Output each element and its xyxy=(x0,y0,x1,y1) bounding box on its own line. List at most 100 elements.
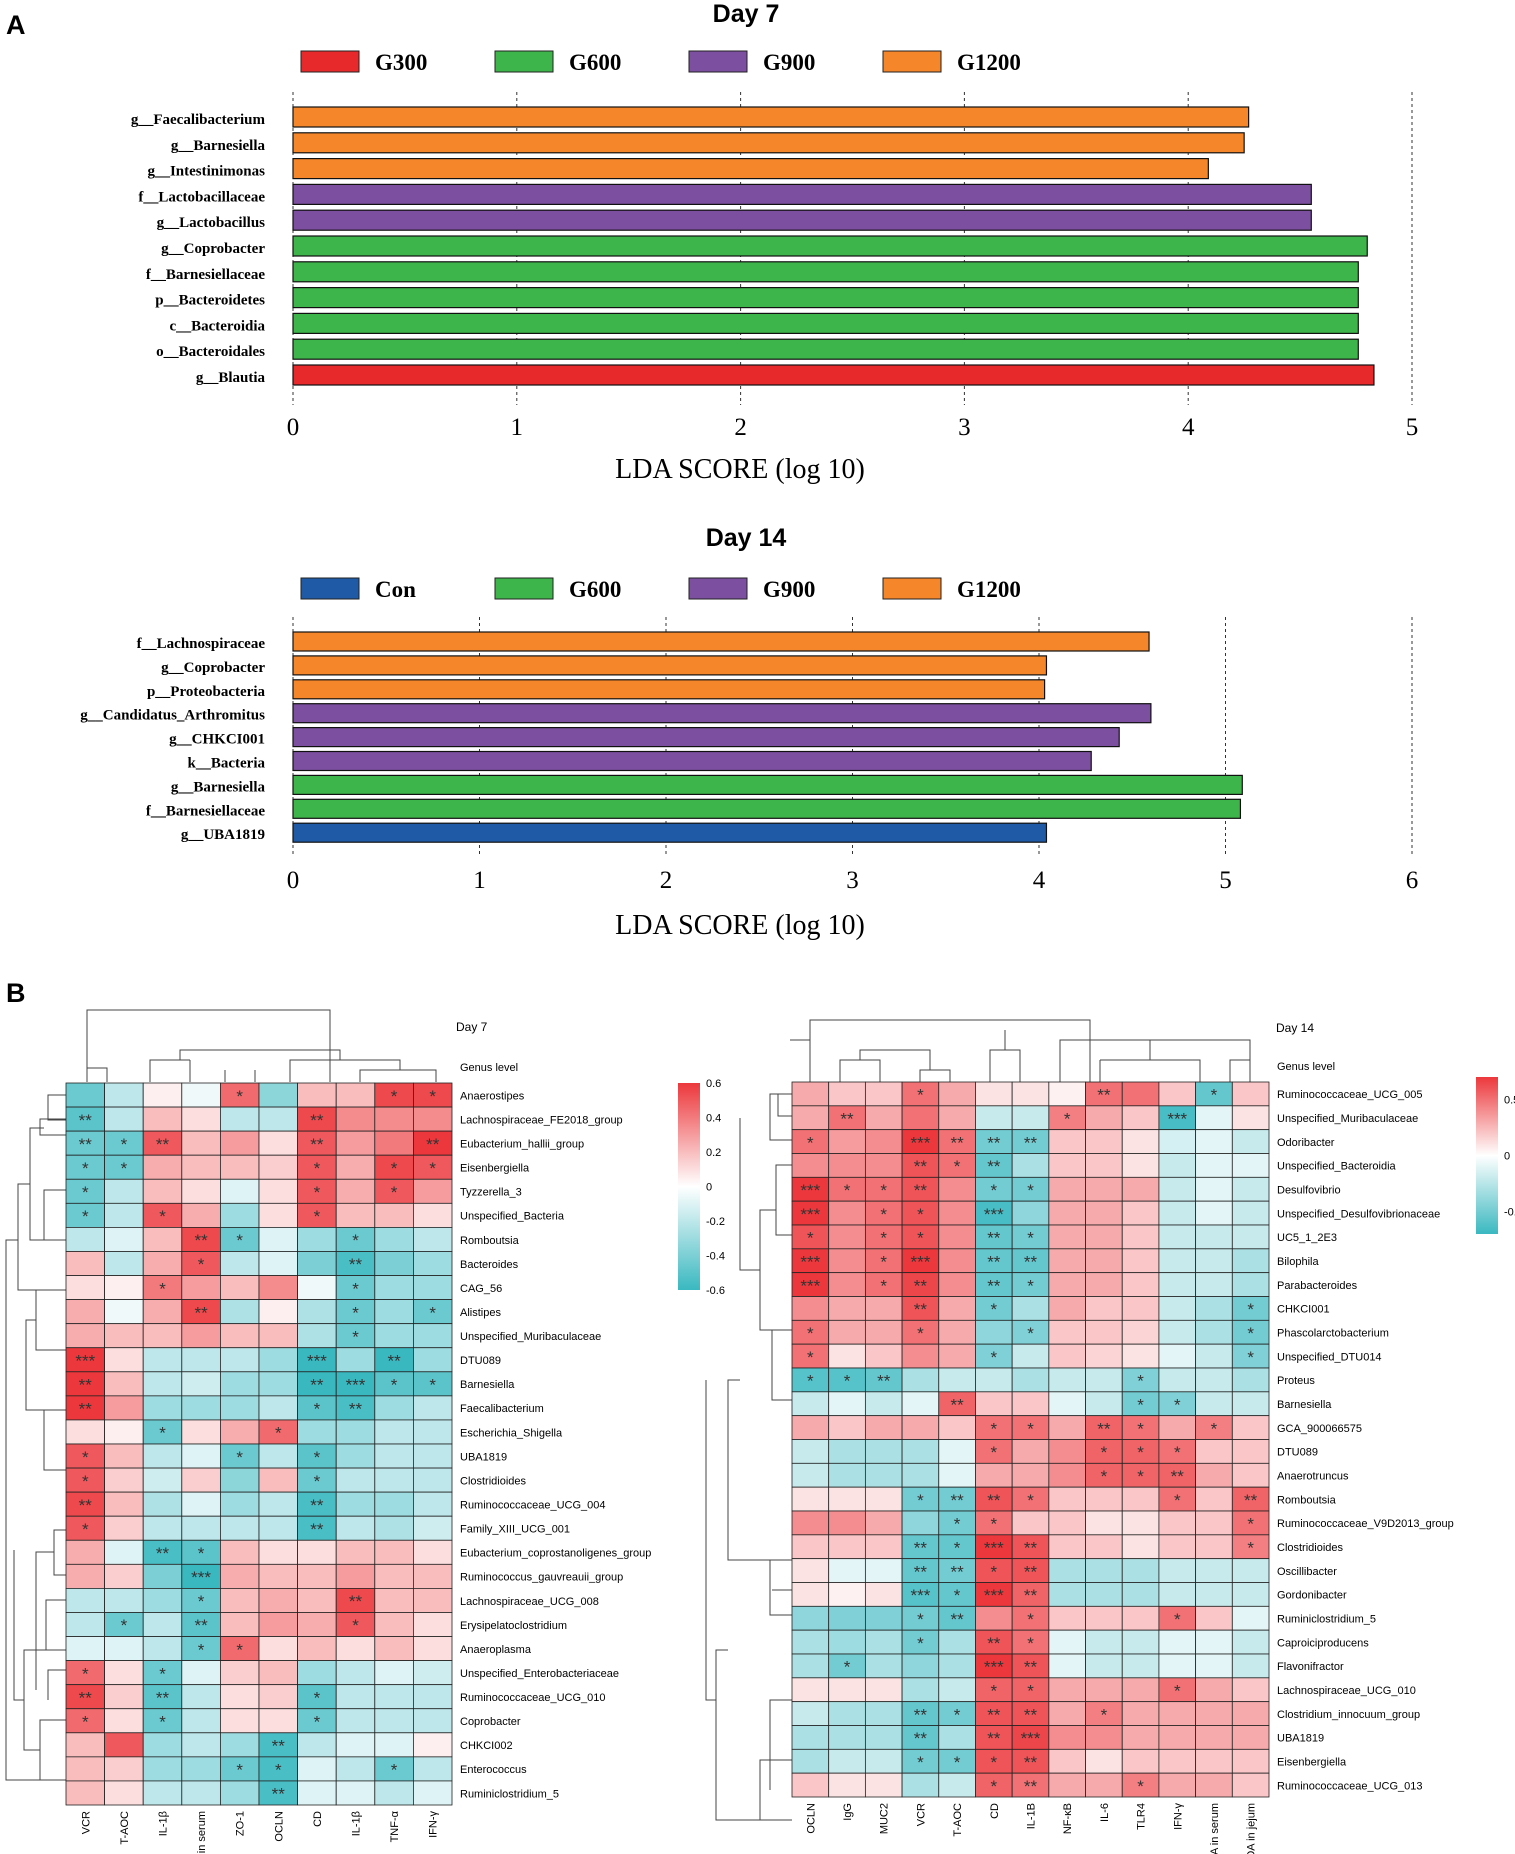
heat-cell xyxy=(975,1319,1013,1345)
row-label: Odoribacter xyxy=(1277,1137,1335,1149)
heat-cell xyxy=(297,1467,337,1493)
heat-cell xyxy=(142,1082,183,1108)
heat-cell xyxy=(828,1272,866,1297)
category-label: g__Faecalibacterium xyxy=(131,112,266,128)
heat-cell xyxy=(65,1154,105,1180)
significance-mark: ** xyxy=(272,1737,286,1756)
significance-mark: * xyxy=(275,1761,282,1780)
heat-cell xyxy=(65,1227,105,1252)
x-tick-label: 5 xyxy=(1219,867,1232,894)
significance-mark: * xyxy=(1027,1181,1034,1200)
significance-mark: * xyxy=(917,1753,924,1772)
heat-cell xyxy=(1195,1510,1233,1536)
significance-mark: * xyxy=(121,1135,128,1154)
significance-mark: ** xyxy=(156,1688,170,1707)
heat-cell xyxy=(1121,1081,1160,1107)
heat-cell xyxy=(297,1347,337,1373)
significance-mark: *** xyxy=(910,1252,930,1271)
heat-cell xyxy=(1048,1129,1086,1154)
significance-mark: * xyxy=(1247,1538,1254,1557)
heat-cell xyxy=(1231,1176,1270,1202)
heat-cell xyxy=(1231,1105,1270,1131)
heat-cell xyxy=(938,1248,976,1274)
heat-cell xyxy=(104,1588,144,1613)
heat-cell xyxy=(335,1467,376,1493)
dendrogram-rows-day14 xyxy=(705,1093,792,1821)
significance-mark: ** xyxy=(987,1729,1001,1748)
significance-mark: * xyxy=(954,1157,961,1176)
significance-mark: ** xyxy=(194,1231,208,1250)
significance-mark: * xyxy=(429,1159,436,1178)
heat-cell xyxy=(938,1462,976,1488)
heat-cell xyxy=(1085,1272,1123,1297)
heat-cell xyxy=(1195,1343,1233,1369)
significance-mark: * xyxy=(159,1664,166,1683)
heat-cell xyxy=(791,1534,830,1560)
color-scale-bar xyxy=(678,1083,700,1290)
heat-cell xyxy=(181,1347,221,1373)
heat-cell xyxy=(181,1732,221,1758)
significance-mark: * xyxy=(1137,1777,1144,1796)
category-label: f__Lachnospiraceae xyxy=(137,636,266,652)
heat-cell xyxy=(219,1323,260,1349)
heat-cell xyxy=(1231,1391,1270,1417)
bar xyxy=(292,132,1245,154)
legend-swatch xyxy=(882,577,942,600)
column-label: TNF-α xyxy=(389,1810,401,1842)
heat-cell xyxy=(938,1319,976,1345)
heat-cell xyxy=(374,1154,414,1180)
heat-cell xyxy=(1158,1558,1197,1583)
heat-cell xyxy=(1048,1176,1086,1202)
heat-cell xyxy=(938,1176,976,1202)
heat-cell xyxy=(258,1419,298,1445)
significance-mark: * xyxy=(1211,1419,1218,1438)
heat-cell xyxy=(791,1582,830,1607)
heat-cell xyxy=(104,1563,144,1589)
significance-mark: * xyxy=(82,1448,89,1467)
heat-cell xyxy=(412,1612,453,1637)
category-label: g__Coprobacter xyxy=(161,241,265,257)
x-axis-label: LDA SCORE (log 10) xyxy=(615,910,865,941)
heat-cell xyxy=(335,1780,376,1806)
heat-cell xyxy=(142,1299,183,1325)
heat-cell xyxy=(374,1467,414,1493)
significance-mark: *** xyxy=(984,1586,1004,1605)
heat-cell xyxy=(1195,1701,1233,1726)
heat-cell xyxy=(142,1563,183,1589)
significance-mark: ** xyxy=(310,1135,324,1154)
heat-cell xyxy=(1011,1510,1050,1536)
heat-cell xyxy=(142,1227,183,1252)
heat-cell xyxy=(335,1515,376,1541)
column-label: MUC2 xyxy=(879,1803,891,1834)
heat-cell xyxy=(65,1082,105,1108)
heat-cell xyxy=(181,1515,221,1541)
heat-cell xyxy=(1231,1701,1270,1726)
heat-cell xyxy=(258,1539,298,1565)
significance-mark: * xyxy=(990,1419,997,1438)
x-tick-label: 4 xyxy=(1033,867,1046,894)
lda-chart-day7: Day 7 G300 G600 G900 G1200 0 1 2 3 4 5 g__Faecaliba… xyxy=(131,0,1418,485)
significance-mark: * xyxy=(352,1616,359,1635)
significance-mark: * xyxy=(954,1538,961,1557)
heat-cell xyxy=(864,1343,903,1369)
heat-cell xyxy=(938,1439,976,1464)
heat-cell xyxy=(1195,1367,1233,1393)
category-label: f__Lactobacillaceae xyxy=(138,189,265,205)
heat-cell xyxy=(374,1106,414,1132)
heat-cell xyxy=(335,1154,376,1180)
heat-cell xyxy=(181,1106,221,1132)
significance-mark: ** xyxy=(914,1562,928,1581)
heat-cell xyxy=(142,1323,183,1349)
heat-cell xyxy=(1085,1200,1123,1226)
heat-cell xyxy=(901,1343,940,1369)
heat-cell xyxy=(412,1515,453,1541)
row-label: Unspecified_Desulfovibrionaceae xyxy=(1277,1208,1440,1220)
heat-cell xyxy=(412,1491,453,1517)
heat-cell xyxy=(219,1732,260,1758)
heat-cell xyxy=(374,1515,414,1541)
heat-cell xyxy=(104,1395,144,1421)
heat-cell xyxy=(791,1081,830,1107)
legend-swatch xyxy=(300,50,360,73)
heat-cell xyxy=(412,1347,453,1373)
